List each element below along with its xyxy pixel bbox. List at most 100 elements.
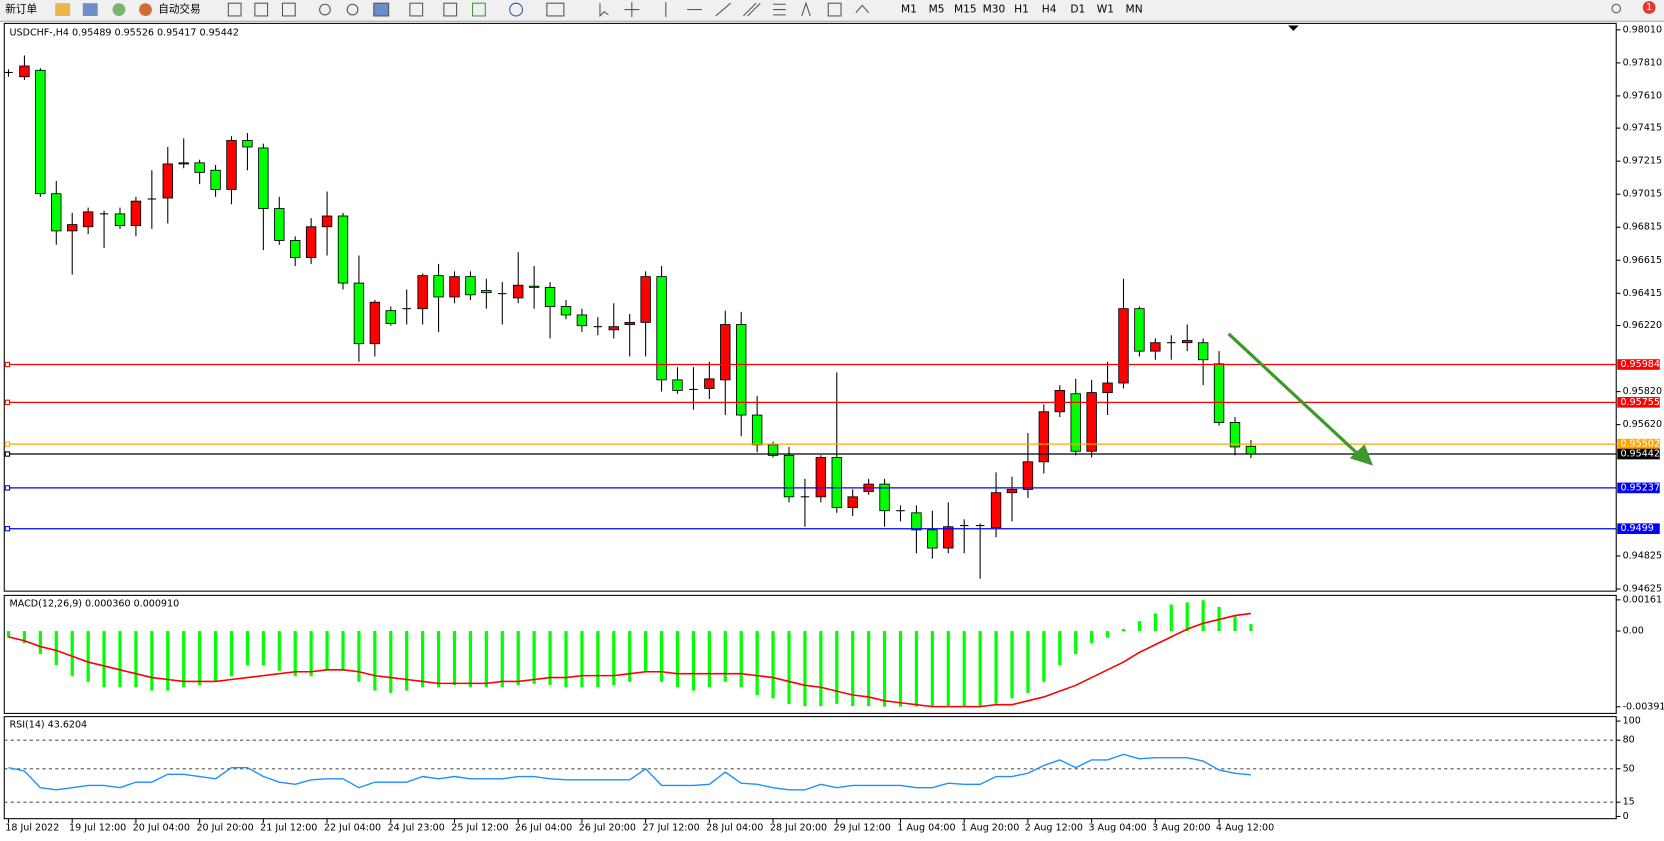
level-label: 0.95984 [1620,359,1659,370]
cursor-tool[interactable] [599,3,609,18]
icon[interactable] [546,2,565,17]
macd-bar [914,631,919,707]
macd-bar [261,631,265,666]
timeframe-button[interactable]: M1 [901,3,917,16]
macd-bar [1249,624,1253,632]
timeframe-button[interactable]: W1 [1097,3,1114,16]
icon[interactable] [509,2,523,17]
candle-body [751,414,763,446]
icon[interactable] [55,3,71,16]
timeframe-button[interactable]: MN [1126,3,1143,16]
chart-title: USDCHF-,H4 0.95489 0.95526 0.95417 0.954… [10,27,239,38]
candle-body [130,200,142,227]
candle-body [19,65,30,78]
macd-bar [325,631,329,671]
y-tick-label: -0.00391 [1623,701,1664,712]
candle-body [943,526,954,549]
candle-body [1150,342,1161,352]
macd-bar [373,631,377,691]
macd-bar [962,631,966,707]
macd-bar [54,631,58,666]
macd-bar [38,631,42,655]
arrow-tool[interactable] [855,4,870,14]
macd-bar [723,631,727,682]
timeframe-button[interactable]: M30 [983,3,1006,16]
icon[interactable] [472,2,486,17]
icon[interactable] [227,2,242,17]
macd-bar [1010,631,1014,699]
macd-bar [1201,600,1205,632]
timeframe-button[interactable]: M15 [954,3,977,16]
y-tick-label: 0.95820 [1623,386,1662,397]
new-order-button[interactable]: 新订单 [5,3,37,16]
auto-trading-button[interactable]: 自动交易 [158,3,200,16]
x-tick-label: 18 Jul 2022 [5,823,59,834]
candle-body [321,215,333,228]
notification-badge[interactable] [1642,1,1656,14]
trendline-tool[interactable] [715,2,731,17]
macd-bar [22,631,27,644]
candle-body [1086,392,1097,452]
icon[interactable] [254,2,269,17]
candle-body [337,215,349,284]
macd-bar [309,631,313,677]
macd-bar [1185,602,1189,632]
text-tool[interactable] [801,1,811,17]
candle-body [1197,342,1209,361]
macd-bar [1058,631,1062,666]
zoom-out[interactable] [346,3,359,16]
y-tick-label: 0.96220 [1623,320,1662,331]
candle-body [720,324,731,381]
candle-body [1213,363,1225,423]
level-label-box [1617,523,1660,535]
channel-tool[interactable] [742,2,761,17]
y-tick-label: 0.96415 [1623,288,1662,299]
macd-bar [596,631,600,688]
level-label: 0.95237 [1620,482,1659,493]
level-label-box [1617,438,1660,450]
indicator-title: RSI(14) 43.6204 [10,720,88,731]
timeframe-button[interactable]: H4 [1042,3,1057,16]
icon[interactable] [443,2,458,17]
label-tool[interactable] [827,2,842,17]
macd-bar [468,631,473,688]
y-tick-label: 0.97415 [1623,123,1662,134]
crosshair-tool[interactable] [624,2,640,18]
timeframe-button[interactable]: H1 [1014,3,1029,16]
icon[interactable] [409,2,424,17]
rsi-line [8,753,1251,791]
candle-body [353,282,365,345]
timeframe-button[interactable]: M5 [929,3,945,16]
macd-bar [1153,613,1157,632]
level-label-box [1617,482,1660,494]
icon[interactable] [112,3,126,16]
macd-bar [86,631,90,682]
icon[interactable] [373,2,390,17]
timeframe-button[interactable]: D1 [1070,3,1085,16]
candle-body [1054,390,1065,413]
zoom-in[interactable] [319,3,331,16]
auto-trading-icon[interactable] [139,3,152,16]
candle-body [274,208,285,241]
icon[interactable] [281,2,296,17]
macd-bar [803,631,807,707]
candle-body [242,140,253,148]
macd-bar [675,631,680,688]
x-tick-label: 22 Jul 04:00 [324,823,381,834]
x-tick-label: 21 Jul 12:00 [260,823,317,834]
icon[interactable] [82,3,98,16]
y-tick-label: 0.96815 [1623,222,1662,233]
macd-bar [994,631,998,704]
x-tick-label: 24 Jul 23:00 [388,823,445,834]
macd-bar [787,631,791,704]
fibo-tool[interactable] [773,3,786,16]
x-tick-label: 2 Aug 12:00 [1025,823,1083,834]
candle-body [385,310,396,324]
search-icon[interactable] [1611,3,1621,14]
macd-bar [1105,631,1110,638]
macd-bar [691,631,696,691]
macd-bar [835,631,839,704]
y-tick-label: 0.00161 [1623,594,1662,605]
trend-arrow-line [1227,332,1363,459]
